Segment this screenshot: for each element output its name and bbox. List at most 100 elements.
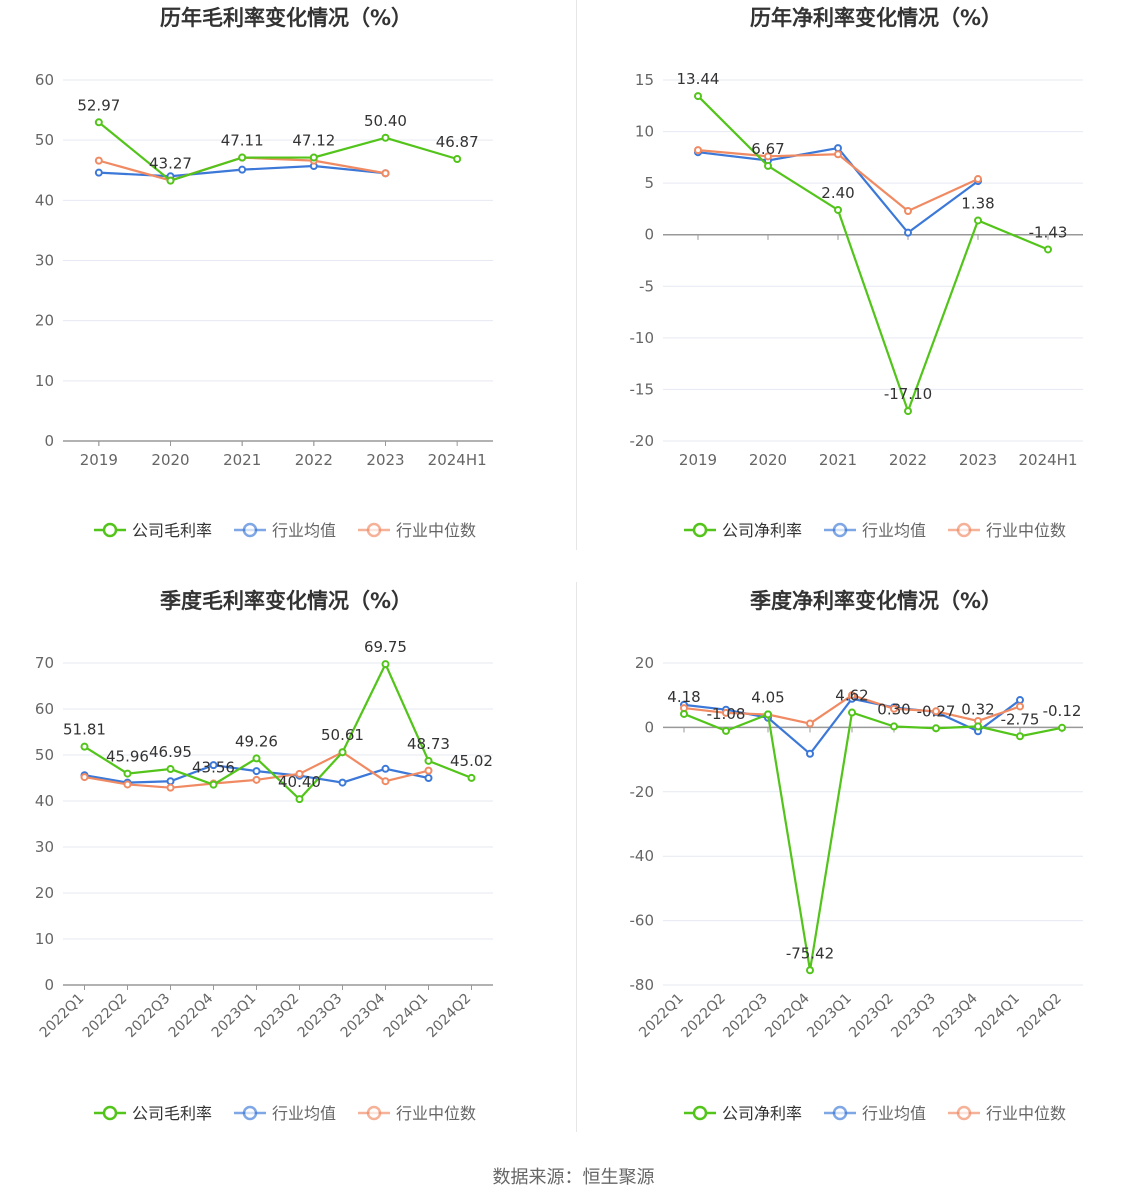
x-tick-label: 2022 [295, 451, 333, 469]
y-tick-label: 30 [35, 252, 54, 270]
data-label: 4.05 [751, 688, 784, 706]
y-tick-label: 50 [35, 131, 54, 149]
data-point [166, 783, 175, 792]
data-point [1016, 702, 1024, 711]
data-label: 43.56 [192, 759, 235, 777]
x-tick-label: 2023 [366, 451, 404, 469]
legend-label: 行业均值 [272, 521, 336, 540]
legend-item: 行业均值 [234, 521, 336, 540]
data-point [80, 773, 89, 782]
data-point [806, 719, 814, 728]
legend-label: 行业中位数 [986, 1104, 1066, 1123]
data-point [806, 749, 814, 758]
data-label: 49.26 [235, 732, 278, 750]
x-tick-label: 2019 [679, 451, 717, 469]
data-point [1016, 732, 1024, 741]
legend-item: 行业中位数 [948, 1104, 1066, 1123]
data-point [166, 765, 175, 774]
series-line [83, 661, 472, 801]
data-label: -75.42 [786, 944, 834, 962]
y-tick-label: 70 [35, 654, 54, 672]
y-tick-label: 40 [35, 792, 54, 810]
data-label: -0.27 [917, 702, 956, 720]
legend-label: 行业均值 [862, 1104, 926, 1123]
data-point [381, 169, 390, 178]
chart-panel-quarterly-gross: 季度毛利率变化情况（%） 0 10 20 30 40 50 60 70 2022Q1 2022Q2 2… [0, 583, 573, 1166]
legend-marker [366, 1105, 382, 1121]
data-point [1044, 245, 1052, 254]
legend-label: 行业中位数 [396, 1104, 476, 1123]
legend-label: 公司毛利率 [132, 1104, 212, 1123]
x-tick-label: 2024H1 [428, 451, 487, 469]
data-label: 13.44 [677, 70, 720, 88]
data-point [890, 704, 898, 713]
legend-marker [242, 522, 258, 538]
y-tick-label: -5 [639, 277, 654, 295]
data-source-note: 数据来源：恒生聚源 [492, 1167, 655, 1188]
data-point [694, 92, 702, 101]
data-point [764, 710, 772, 719]
x-tick-label: 2022Q2 [678, 991, 729, 1042]
legend-item: 公司净利率 [684, 521, 802, 540]
legend-marker [242, 1105, 258, 1121]
chart-panel-quarterly-net: 季度净利率变化情况（%） -80 -60 -40 -20 0 20 2022Q1 2022Q2 2… [590, 583, 1147, 1166]
legend-marker [832, 522, 848, 538]
legend-marker [692, 1105, 708, 1121]
legend-item: 行业均值 [824, 1104, 926, 1123]
data-point [338, 748, 347, 757]
data-label: 50.61 [321, 726, 364, 744]
chart-title: 季度净利率变化情况（%） [750, 589, 1002, 613]
y-tick-label: 30 [35, 838, 54, 856]
panel-divider [576, 0, 577, 550]
chart-title: 历年毛利率变化情况（%） [160, 6, 412, 30]
data-point [338, 778, 347, 787]
x-tick-label: 2023Q1 [804, 991, 855, 1042]
x-tick-label: 2019 [80, 451, 118, 469]
legend-marker [956, 1105, 972, 1121]
data-point [166, 176, 175, 185]
panel-divider [576, 582, 577, 1132]
data-point [381, 777, 390, 786]
data-point [974, 216, 982, 225]
x-tick-label: 2023Q1 [209, 991, 260, 1042]
chart-quarterly-net: 季度净利率变化情况（%）-80-60-40-200202022Q12022Q22… [630, 589, 1083, 1123]
x-tick-label: 2023Q4 [338, 990, 389, 1041]
legend-label: 公司净利率 [722, 521, 802, 540]
x-tick-label: 2021 [223, 451, 261, 469]
data-point [764, 152, 772, 161]
data-label: 0.32 [961, 700, 994, 718]
legend-label: 公司毛利率 [132, 521, 212, 540]
x-tick-label: 2023Q3 [888, 991, 939, 1042]
y-tick-label: -40 [630, 847, 655, 865]
data-point [932, 707, 940, 716]
data-point [834, 144, 842, 153]
legend-item: 行业中位数 [948, 521, 1066, 540]
data-point [722, 726, 730, 735]
data-label: -0.12 [1043, 702, 1082, 720]
x-tick-label: 2022Q3 [720, 991, 771, 1042]
data-point [295, 795, 304, 804]
data-label: 47.12 [292, 131, 335, 149]
data-point [890, 722, 898, 731]
data-label: 47.11 [221, 132, 264, 150]
legend-label: 行业均值 [862, 521, 926, 540]
legend-item: 行业均值 [824, 521, 926, 540]
y-tick-label: 10 [635, 123, 654, 141]
data-point [848, 708, 856, 717]
legend-marker [692, 522, 708, 538]
data-point [238, 165, 247, 174]
y-tick-label: -10 [630, 329, 655, 347]
data-label: 50.40 [364, 112, 407, 130]
x-tick-label: 2022Q1 [636, 991, 687, 1042]
data-point [806, 966, 814, 975]
data-label: 4.62 [835, 687, 868, 705]
data-point [424, 766, 433, 775]
y-tick-label: -60 [630, 912, 655, 930]
data-label: 51.81 [63, 721, 106, 739]
x-tick-label: 2022Q2 [80, 991, 131, 1042]
data-point [209, 761, 218, 770]
data-point [467, 773, 476, 782]
x-tick-label: 2022Q4 [762, 990, 813, 1041]
data-point [904, 228, 912, 237]
data-point [453, 154, 462, 163]
